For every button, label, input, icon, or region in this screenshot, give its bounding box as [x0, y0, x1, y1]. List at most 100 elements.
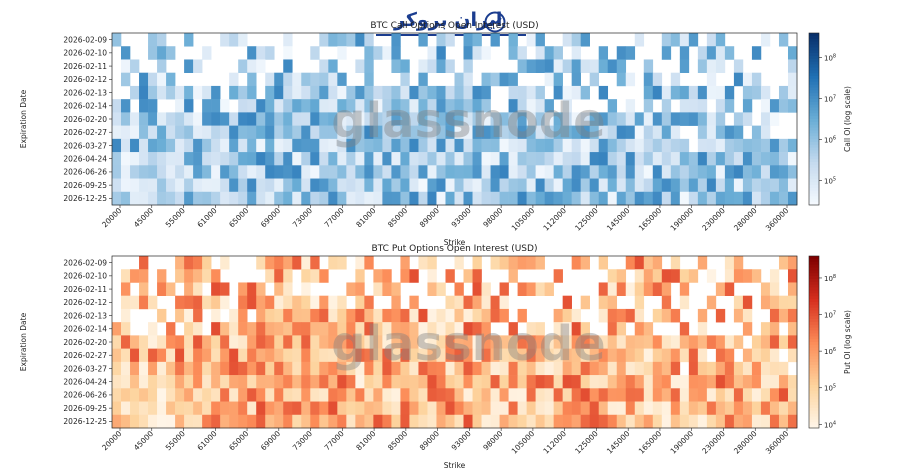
heatmap-cell — [346, 99, 356, 113]
heatmap-cell — [364, 375, 374, 389]
heatmap-cell — [562, 414, 572, 429]
heatmap-cell — [535, 99, 545, 113]
heatmap-cell — [463, 401, 473, 416]
heatmap-cell — [355, 85, 365, 100]
y-tick-label: 2026-04-24 — [63, 377, 107, 386]
heatmap-cell — [616, 138, 627, 153]
heatmap-cell — [265, 85, 275, 100]
heatmap-cell — [283, 335, 293, 349]
heatmap-cell — [256, 348, 266, 363]
heatmap-cell — [472, 348, 482, 363]
heatmap-cell — [337, 138, 347, 153]
heatmap-cell — [625, 72, 636, 87]
heatmap-cell — [625, 282, 636, 296]
heatmap-cell — [373, 308, 383, 323]
heatmap-cell — [436, 46, 446, 60]
heatmap-cell — [742, 138, 753, 153]
heatmap-cell — [454, 308, 464, 323]
heatmap-cell — [751, 46, 762, 60]
heatmap-cell — [310, 85, 320, 100]
heatmap-cell — [139, 335, 149, 349]
heatmap-cell — [184, 138, 194, 153]
heatmap-cell — [472, 361, 482, 376]
heatmap-cell — [688, 269, 699, 283]
heatmap-cell — [283, 99, 293, 113]
heatmap-cell — [256, 375, 266, 389]
heatmap-cell — [274, 85, 284, 100]
heatmap-cell — [688, 361, 699, 376]
heatmap-cell — [463, 269, 473, 283]
heatmap-cell — [265, 125, 275, 140]
heatmap-cell — [706, 85, 717, 100]
y-tick-label: 2026-02-14 — [63, 325, 107, 334]
heatmap-cell — [319, 72, 329, 87]
heatmap-cell — [175, 178, 185, 193]
heatmap-cell — [787, 295, 798, 310]
heatmap-cell — [760, 99, 771, 113]
heatmap-cell — [247, 348, 257, 363]
x-tick-label: 360000 — [764, 429, 791, 456]
heatmap-cell — [661, 178, 672, 193]
heatmap-cell — [274, 348, 284, 363]
heatmap-cell — [193, 152, 203, 166]
heatmap-cell — [580, 348, 590, 363]
heatmap-cell — [220, 375, 230, 389]
heatmap-cell — [409, 322, 419, 336]
heatmap-cell — [121, 322, 131, 336]
heatmap-cell — [652, 152, 663, 166]
heatmap-cell — [337, 165, 347, 179]
heatmap-cell — [274, 178, 284, 193]
heatmap-cell — [598, 295, 609, 310]
heatmap-cell — [697, 59, 708, 73]
heatmap-cell — [778, 401, 789, 416]
heatmap-cell — [319, 59, 329, 73]
heatmap-cell — [130, 191, 140, 206]
heatmap-cell — [481, 308, 491, 323]
heatmap-cell — [229, 191, 239, 206]
x-axis-label: Strike — [444, 461, 466, 470]
colorbar-step — [809, 276, 819, 280]
heatmap-cell — [121, 401, 131, 416]
heatmap-cell — [400, 361, 410, 376]
heatmap-cell — [688, 388, 699, 402]
heatmap-cell — [364, 33, 374, 47]
heatmap-cell — [166, 72, 176, 87]
colorbar-step — [809, 67, 819, 71]
heatmap-cell — [670, 138, 681, 153]
heatmap-cell — [193, 308, 203, 323]
heatmap-cell — [112, 138, 122, 153]
heatmap-cell — [724, 414, 735, 429]
heatmap-cell — [733, 388, 744, 402]
heatmap-cell — [400, 322, 410, 336]
heatmap-cell — [202, 138, 212, 153]
heatmap-cell — [148, 348, 158, 363]
heatmap-cell — [616, 46, 627, 60]
heatmap-cell — [733, 308, 744, 323]
heatmap-cell — [652, 414, 663, 429]
heatmap-cell — [328, 335, 338, 349]
heatmap-cell — [337, 401, 347, 416]
heatmap-cell — [409, 112, 419, 126]
heatmap-cell — [616, 125, 627, 140]
heatmap-cell — [193, 85, 203, 100]
heatmap-cell — [598, 414, 609, 429]
heatmap-cell — [310, 269, 320, 283]
heatmap-cell — [715, 348, 726, 363]
heatmap-cell — [562, 401, 572, 416]
heatmap-cell — [769, 414, 780, 429]
heatmap-cell — [481, 361, 491, 376]
heatmap-cell — [301, 295, 311, 310]
heatmap-cell — [139, 125, 149, 140]
heatmap-cell — [697, 85, 708, 100]
heatmap-cell — [427, 256, 437, 270]
heatmap-cell — [769, 282, 780, 296]
heatmap-cell — [211, 361, 221, 376]
heatmap-cell — [256, 138, 266, 153]
heatmap-cell — [382, 335, 392, 349]
heatmap-cell — [301, 138, 311, 153]
heatmap-cell — [481, 335, 491, 349]
heatmap-cell — [436, 165, 446, 179]
heatmap-cell — [121, 414, 131, 429]
heatmap-cell — [589, 401, 600, 416]
heatmap-cell — [499, 388, 509, 402]
